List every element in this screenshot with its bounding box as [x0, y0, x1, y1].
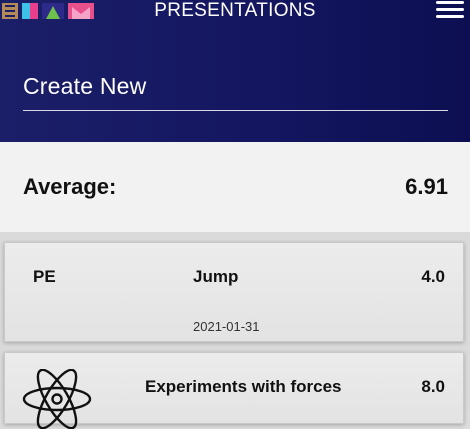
average-label: Average:	[23, 174, 117, 199]
presentation-date: 2021-01-31	[193, 319, 260, 334]
presentation-title: Experiments with forces	[145, 377, 342, 396]
average-summary: Average: 6.91	[0, 142, 470, 232]
presentation-card[interactable]: PE Jump 4.0 2021-01-31	[4, 242, 464, 342]
presentation-subject: PE	[33, 267, 56, 286]
atom-icon	[22, 369, 92, 429]
presentation-card[interactable]: Experiments with forces 8.0	[4, 352, 464, 429]
elam-logo	[2, 3, 94, 19]
presentation-list: PE Jump 4.0 2021-01-31 Experiments with …	[0, 232, 470, 429]
presentation-score: 8.0	[421, 377, 445, 396]
page-title: PRESENTATIONS	[154, 0, 316, 21]
presentation-score: 4.0	[421, 267, 445, 286]
average-value: 6.91	[405, 174, 448, 199]
hamburger-menu-icon[interactable]	[436, 1, 464, 19]
app-header: PRESENTATIONS Create New	[0, 0, 470, 142]
create-new-button[interactable]: Create New	[23, 62, 448, 111]
presentation-title: Jump	[193, 267, 239, 286]
